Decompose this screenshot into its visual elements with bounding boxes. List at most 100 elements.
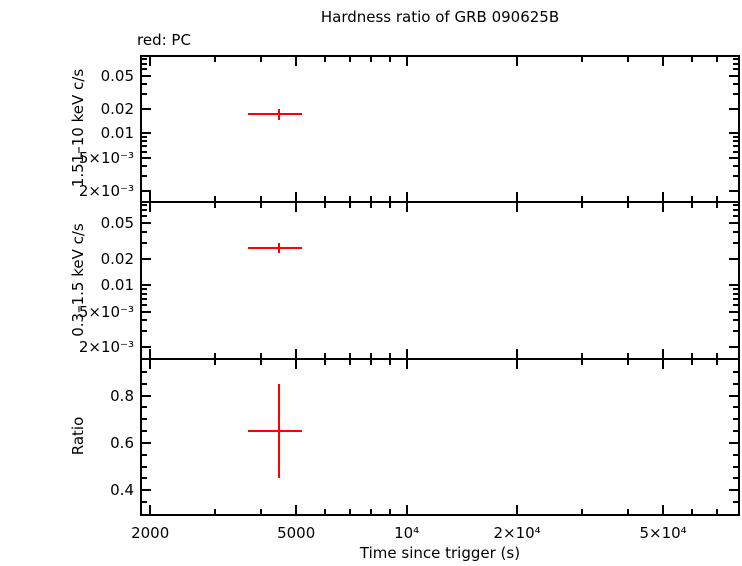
x-tick-mark: [149, 505, 152, 514]
y-tick-mark: [729, 284, 738, 287]
x-tick-mark: [388, 360, 391, 365]
y-tick-mark: [142, 489, 151, 492]
x-tick-mark: [662, 360, 665, 369]
y-tick-mark: [729, 441, 738, 444]
x-tick-mark: [405, 349, 408, 358]
y-tick-label: 0.4: [110, 481, 134, 500]
x-tick-mark: [259, 353, 262, 358]
x-tick-mark: [715, 203, 718, 208]
x-tick-mark: [213, 196, 216, 201]
x-tick-mark: [580, 203, 583, 208]
y-tick-mark: [733, 204, 738, 207]
y-tick-mark: [733, 165, 738, 167]
y-tick-mark: [142, 189, 151, 192]
x-tick-mark: [348, 203, 351, 208]
x-tick-mark: [715, 353, 718, 358]
y-tick-mark: [729, 107, 738, 110]
data-point-x-error-bar: [248, 430, 303, 433]
y-tick-label: 0.05: [100, 214, 134, 233]
y-tick-mark: [729, 394, 738, 397]
y-tick-mark: [733, 418, 738, 421]
x-tick-label: 2×10⁴: [493, 524, 541, 542]
x-tick-mark: [516, 57, 519, 66]
y-tick-mark: [142, 145, 147, 148]
y-tick-label: 0.01: [100, 124, 134, 143]
x-tick-mark: [259, 203, 262, 208]
x-axis-title: Time since trigger (s): [359, 544, 521, 562]
x-tick-mark: [580, 509, 583, 514]
x-tick-mark: [388, 203, 391, 208]
x-tick-mark: [348, 57, 351, 62]
y-tick-label: 0.01: [100, 276, 134, 295]
y-tick-mark: [733, 241, 738, 244]
y-tick-mark: [729, 257, 738, 260]
y-tick-mark: [142, 132, 151, 135]
x-tick-label: 5×10⁴: [639, 524, 687, 542]
y-tick-mark: [733, 382, 738, 385]
x-tick-mark: [370, 360, 373, 365]
x-tick-mark: [149, 192, 152, 201]
x-tick-mark: [295, 349, 298, 358]
y-tick-mark: [729, 222, 738, 225]
y-tick-mark: [142, 394, 151, 397]
y-tick-mark: [733, 406, 738, 409]
x-tick-mark: [324, 353, 327, 358]
x-tick-mark: [388, 353, 391, 358]
y-tick-mark: [142, 418, 147, 421]
x-tick-mark: [516, 192, 519, 201]
x-tick-mark: [662, 192, 665, 201]
y-tick-mark: [142, 453, 147, 456]
y-tick-mark: [729, 132, 738, 135]
y-tick-mark: [733, 82, 738, 85]
x-tick-mark: [662, 349, 665, 358]
y-tick-mark: [142, 107, 151, 110]
x-tick-mark: [370, 203, 373, 208]
y-tick-mark: [733, 453, 738, 456]
x-tick-mark: [324, 360, 327, 365]
x-tick-mark: [259, 196, 262, 201]
x-tick-mark: [405, 192, 408, 201]
y-tick-mark: [142, 150, 147, 153]
x-tick-mark: [213, 360, 216, 365]
y-tick-mark: [733, 136, 738, 139]
panel-ratio: [140, 358, 740, 516]
y-tick-mark: [733, 145, 738, 148]
x-tick-mark: [149, 360, 152, 369]
x-tick-mark: [213, 509, 216, 514]
x-tick-mark: [388, 509, 391, 514]
x-tick-mark: [715, 360, 718, 365]
y-tick-label: 0.8: [110, 386, 134, 405]
x-tick-mark: [149, 349, 152, 358]
y-tick-mark: [142, 319, 147, 322]
y-tick-label: 2×10⁻³: [78, 181, 134, 200]
y-tick-mark: [733, 501, 738, 504]
y-tick-mark: [142, 370, 147, 373]
x-tick-mark: [405, 57, 408, 66]
y-tick-mark: [142, 292, 147, 295]
y-tick-mark: [142, 330, 147, 333]
x-tick-mark: [295, 192, 298, 201]
y-tick-mark: [142, 140, 147, 143]
x-tick-mark: [691, 360, 694, 365]
x-tick-mark: [213, 57, 216, 62]
data-point-x-error-bar: [248, 247, 303, 250]
y-tick-mark: [733, 430, 738, 433]
x-tick-mark: [516, 505, 519, 514]
x-tick-mark: [348, 360, 351, 365]
x-tick-mark: [324, 57, 327, 62]
y-tick-mark: [733, 215, 738, 218]
x-tick-mark: [580, 57, 583, 62]
x-tick-mark: [516, 360, 519, 369]
y-tick-mark: [142, 157, 151, 160]
y-tick-mark: [142, 465, 147, 468]
panel-hard-band: [140, 55, 740, 203]
x-tick-mark: [405, 360, 408, 369]
y-tick-mark: [733, 303, 738, 306]
y-tick-mark: [142, 430, 147, 433]
x-tick-mark: [295, 57, 298, 66]
y-tick-label: 0.02: [100, 249, 134, 268]
x-tick-label: 2000: [131, 524, 170, 542]
x-tick-mark: [516, 349, 519, 358]
y-tick-mark: [142, 310, 151, 313]
x-tick-mark: [370, 196, 373, 201]
